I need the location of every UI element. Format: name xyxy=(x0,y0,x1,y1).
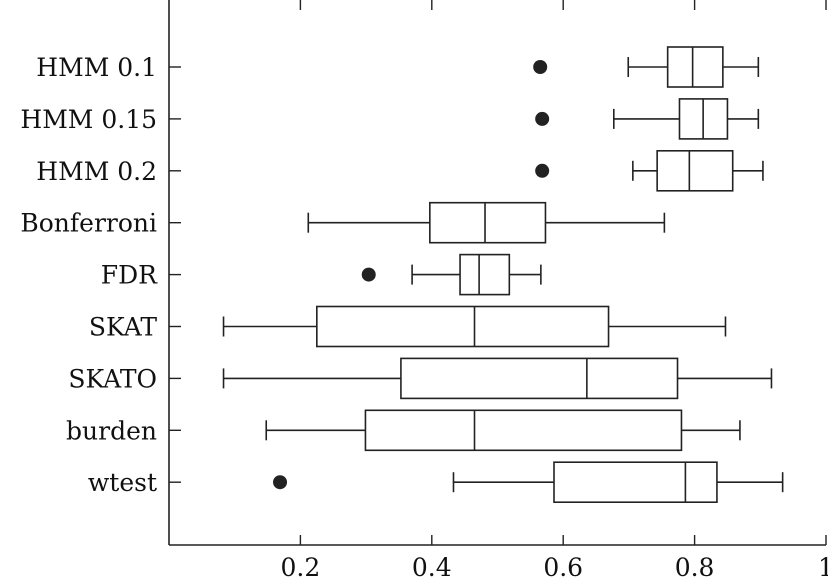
box-iqr xyxy=(316,305,610,348)
plot-frame xyxy=(168,0,826,546)
box-group xyxy=(222,305,727,348)
box-group xyxy=(361,253,542,296)
box-iqr xyxy=(400,357,679,400)
y-category-label: wtest xyxy=(88,468,157,497)
x-tick-label: 0.2 xyxy=(281,553,321,581)
y-category-label: SKAT xyxy=(89,313,157,342)
box-group xyxy=(535,98,760,140)
box-group xyxy=(533,46,760,88)
outlier-point xyxy=(535,163,550,178)
x-tick-label: 0.6 xyxy=(543,553,583,581)
y-category-label: HMM 0.1 xyxy=(36,53,157,82)
box-iqr xyxy=(364,409,683,452)
x-tick-label: 0.4 xyxy=(412,553,452,581)
outlier-point xyxy=(533,60,548,74)
x-axis: 0.2 0.4 0.6 0.8 1 xyxy=(281,0,828,581)
outlier-point xyxy=(535,111,550,126)
y-category-label: SKATO xyxy=(68,364,157,393)
box-group xyxy=(535,150,764,192)
box-group xyxy=(265,409,741,452)
y-category-label: HMM 0.2 xyxy=(36,157,157,186)
outlier-point xyxy=(273,475,288,490)
outlier-point xyxy=(361,267,376,282)
box-iqr xyxy=(459,253,511,296)
x-tick-label: 1 xyxy=(818,553,828,581)
boxes xyxy=(222,46,784,504)
box-iqr xyxy=(656,150,734,192)
box-group xyxy=(273,461,784,504)
y-category-label: FDR xyxy=(101,261,158,290)
box-iqr xyxy=(429,201,547,244)
y-category-label: burden xyxy=(66,416,157,445)
box-iqr xyxy=(553,461,718,504)
x-tick-label: 0.8 xyxy=(675,553,715,581)
y-category-label: HMM 0.15 xyxy=(20,105,157,134)
box-iqr xyxy=(666,46,724,88)
box-group xyxy=(222,357,773,400)
box-group xyxy=(307,201,666,244)
y-axis: HMM 0.1 HMM 0.15 HMM 0.2 Bonferroni FDR SKAT S… xyxy=(20,53,181,497)
y-category-label: Bonferroni xyxy=(20,209,157,238)
